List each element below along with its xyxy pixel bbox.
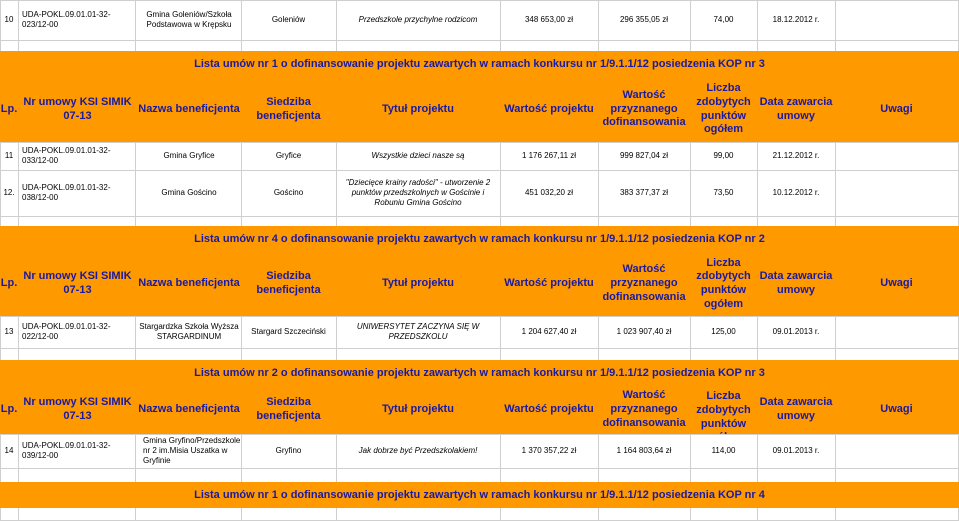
header-seat: Siedziba beneficjenta	[256, 95, 321, 122]
section-title-text: Lista umów nr 1 o dofinansowanie projekt…	[194, 58, 765, 70]
row-points: 74,00	[713, 15, 734, 24]
row-project-value: 1 370 357,22 zł	[521, 446, 577, 455]
section-title: Lista umów nr 4 o dofinansowanie projekt…	[0, 226, 959, 252]
row-project-title: "Dziecięce krainy radości" - utworzenie …	[345, 178, 491, 207]
row-points: 99,00	[713, 151, 734, 160]
row-seat: Goleniów	[271, 15, 306, 24]
row-seat: Gryfice	[275, 151, 302, 160]
header-project-value: Wartość projektu	[504, 403, 594, 416]
row-contract-number: UDA-POKL.09.01.01-32-033/12-00	[22, 146, 111, 165]
row-beneficiary: Stargardzka Szkoła Wyższa STARGARDINUM	[139, 322, 239, 341]
header-funding-value: Wartość przyznanego dofinansowania	[602, 263, 686, 303]
row-funding-value: 999 827,04 zł	[619, 151, 669, 160]
header-lp: Lp.	[0, 403, 18, 416]
row-lp: 12.	[3, 188, 15, 197]
row-funding-value: 296 355,05 zł	[619, 15, 669, 24]
row-contract-number: UDA-POKL.09.01.01-32-023/12-00	[22, 10, 111, 29]
header-beneficiary: Nazwa beneficjenta	[138, 102, 240, 115]
header-beneficiary: Nazwa beneficjenta	[138, 403, 240, 416]
row-project-value: 1 176 267,11 zł	[521, 151, 577, 160]
header-funding-value: Wartość przyznanego dofinansowania	[602, 389, 686, 429]
header-date: Data zawarcia umowy	[759, 270, 833, 296]
header-beneficiary: Nazwa beneficjenta	[138, 277, 240, 290]
header-project-title: Tytuł projektu	[382, 403, 454, 416]
row-date: 09.01.2013 r.	[772, 327, 820, 336]
header-points: Liczba zdobytych punktów ogółem	[696, 256, 751, 310]
header-notes: Uwagi	[880, 102, 913, 115]
row-beneficiary: Gmina Gryfice	[163, 151, 215, 160]
header-seat: Siedziba beneficjenta	[256, 396, 321, 422]
row-funding-value: 1 023 907,40 zł	[616, 327, 672, 336]
row-beneficiary: Gmina Goleniów/Szkoła Podstawowa w Kręps…	[146, 10, 232, 29]
header-notes: Uwagi	[880, 277, 913, 290]
header-project-title: Tytuł projektu	[382, 102, 454, 115]
table-header: Lp. Nr umowy KSI SIMIK 07-13 Nazwa benef…	[0, 77, 959, 142]
row-seat: Gościno	[273, 188, 304, 197]
table-header: Lp. Nr umowy KSI SIMIK 07-13 Nazwa benef…	[0, 386, 959, 434]
section-title: Lista umów nr 1 o dofinansowanie projekt…	[0, 482, 959, 508]
header-funding-value: Wartość przyznanego dofinansowania	[602, 88, 686, 129]
row-contract-number: UDA-POKL.09.01.01-32-038/12-00	[22, 183, 111, 202]
row-project-title: UNIWERSYTET ZACZYNA SIĘ W PRZEDSZKOLU	[356, 322, 480, 341]
table-row: 12. UDA-POKL.09.01.01-32-038/12-00 Gmina…	[0, 170, 959, 216]
row-contract-number: UDA-POKL.09.01.01-32-039/12-00	[22, 441, 111, 460]
row-project-title: Jak dobrze być Przedszkolakiem!	[358, 446, 478, 455]
header-points: Liczba zdobytych punktów ogółem	[696, 82, 751, 136]
section-title-text: Lista umów nr 1 o dofinansowanie projekt…	[194, 489, 765, 501]
row-date: 09.01.2013 r.	[772, 446, 820, 455]
row-date: 18.12.2012 r.	[772, 15, 820, 24]
row-lp: 11	[4, 151, 14, 160]
row-project-title: Przedszkole przychylne rodzicom	[358, 15, 478, 24]
section-title: Lista umów nr 1 o dofinansowanie projekt…	[0, 51, 959, 77]
header-project-value: Wartość projektu	[504, 277, 594, 290]
row-project-title: Wszystkie dzieci nasze są	[371, 151, 465, 160]
row-seat: Gryfino	[275, 446, 302, 455]
table-row: 14 UDA-POKL.09.01.01-32-039/12-00 Gmina …	[0, 434, 959, 468]
row-lp: 14	[4, 446, 14, 455]
header-project-title: Tytuł projektu	[382, 277, 454, 290]
header-points: Liczba zdobytych punktów ogółem	[696, 390, 751, 434]
row-funding-value: 1 164 803,64 zł	[616, 446, 672, 455]
row-project-value: 451 032,20 zł	[524, 188, 574, 197]
row-lp: 13	[4, 327, 14, 336]
row-points: 125,00	[711, 327, 736, 336]
row-date: 21.12.2012 r.	[772, 151, 820, 160]
header-date: Data zawarcia umowy	[759, 95, 833, 122]
table-row: 13 UDA-POKL.09.01.01-32-022/12-00 Starga…	[0, 316, 959, 348]
header-contract-number: Nr umowy KSI SIMIK 07-13	[23, 396, 132, 422]
row-points: 73,50	[713, 188, 734, 197]
header-lp: Lp.	[0, 102, 18, 115]
row-contract-number: UDA-POKL.09.01.01-32-022/12-00	[22, 322, 111, 341]
row-project-value: 348 653,00 zł	[524, 15, 574, 24]
header-notes: Uwagi	[880, 403, 913, 416]
table-row: 10 UDA-POKL.09.01.01-32-023/12-00 Gmina …	[0, 0, 959, 40]
section-title: Lista umów nr 2 o dofinansowanie projekt…	[0, 360, 959, 386]
row-date: 10.12.2012 r.	[772, 188, 820, 197]
row-seat: Stargard Szczeciński	[251, 327, 326, 336]
row-points: 114,00	[711, 446, 736, 455]
section-title-text: Lista umów nr 2 o dofinansowanie projekt…	[194, 367, 765, 379]
header-contract-number: Nr umowy KSI SIMIK 07-13	[23, 95, 132, 122]
header-seat: Siedziba beneficjenta	[256, 270, 321, 296]
row-project-value: 1 204 627,40 zł	[521, 327, 577, 336]
row-beneficiary: Gmina Gryfino/Przedszkole nr 2 im.Misia …	[143, 436, 241, 465]
table-row: 11 UDA-POKL.09.01.01-32-033/12-00 Gmina …	[0, 142, 959, 170]
row-beneficiary: Gmina Gościno	[161, 188, 217, 197]
row-lp: 10	[4, 15, 14, 24]
header-contract-number: Nr umowy KSI SIMIK 07-13	[23, 270, 132, 296]
table-header: Lp. Nr umowy KSI SIMIK 07-13 Nazwa benef…	[0, 252, 959, 316]
header-project-value: Wartość projektu	[504, 102, 594, 115]
header-lp: Lp.	[0, 277, 18, 290]
row-funding-value: 383 377,37 zł	[619, 188, 669, 197]
section-title-text: Lista umów nr 4 o dofinansowanie projekt…	[194, 233, 765, 245]
header-date: Data zawarcia umowy	[759, 396, 833, 422]
